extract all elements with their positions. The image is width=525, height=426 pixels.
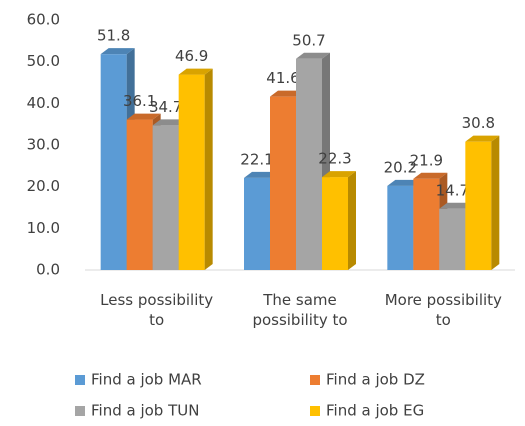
legend-swatch [310, 375, 320, 385]
bar [178, 74, 205, 270]
bar-top [100, 48, 135, 55]
bar-top [387, 179, 422, 186]
bar-side [204, 68, 213, 270]
y-tick-label: 40.0 [27, 94, 60, 112]
bar [152, 125, 179, 271]
bar [387, 185, 414, 270]
value-label: 14.7 [436, 181, 469, 199]
value-label: 20.2 [384, 158, 417, 176]
y-tick-label: 50.0 [27, 52, 60, 70]
y-tick-label: 0.0 [36, 261, 60, 279]
bar-top [270, 90, 304, 97]
bar [126, 119, 153, 270]
bar [244, 177, 270, 270]
bar-top [152, 119, 187, 126]
legend-label: Find a job TUN [91, 402, 199, 420]
value-label: 34.7 [149, 98, 182, 116]
bar [413, 178, 440, 270]
value-label: 50.7 [292, 31, 325, 49]
value-label: 22.1 [240, 150, 273, 168]
value-label: 51.8 [97, 27, 130, 45]
bar-top [413, 172, 448, 179]
bar-top [296, 52, 330, 59]
value-label: 30.8 [462, 114, 495, 132]
bar [465, 141, 492, 270]
bar [322, 177, 348, 270]
value-label: 21.9 [410, 151, 443, 169]
legend-label: Find a job DZ [326, 371, 425, 389]
legend-swatch [310, 406, 320, 416]
legend-label: Find a job MAR [91, 371, 202, 389]
y-tick-label: 30.0 [27, 136, 60, 154]
legend-swatch [75, 375, 85, 385]
y-tick-label: 20.0 [27, 177, 60, 195]
bar-top [439, 202, 474, 209]
x-tick-label: More possibility to [384, 291, 502, 329]
bar-top [322, 171, 356, 178]
value-label: 41.6 [266, 69, 299, 87]
x-tick-label: The same possibility to [252, 291, 348, 329]
legend-label: Find a job EG [326, 402, 424, 420]
bar-side [348, 171, 356, 270]
bar-top [178, 68, 213, 75]
bar [270, 96, 296, 271]
bar [100, 54, 127, 270]
bar [296, 58, 322, 270]
value-label: 22.3 [318, 150, 351, 168]
y-tick-label: 60.0 [27, 11, 60, 29]
value-label: 36.1 [123, 92, 156, 110]
value-label: 46.9 [175, 47, 208, 65]
x-tick-label: Less possibility to [100, 291, 214, 329]
bar-side [491, 135, 500, 270]
bar-top [244, 171, 278, 178]
bar-top [126, 113, 161, 120]
bar-top [465, 135, 500, 142]
y-tick-label: 10.0 [27, 219, 60, 237]
legend-swatch [75, 406, 85, 416]
bar [439, 208, 466, 270]
